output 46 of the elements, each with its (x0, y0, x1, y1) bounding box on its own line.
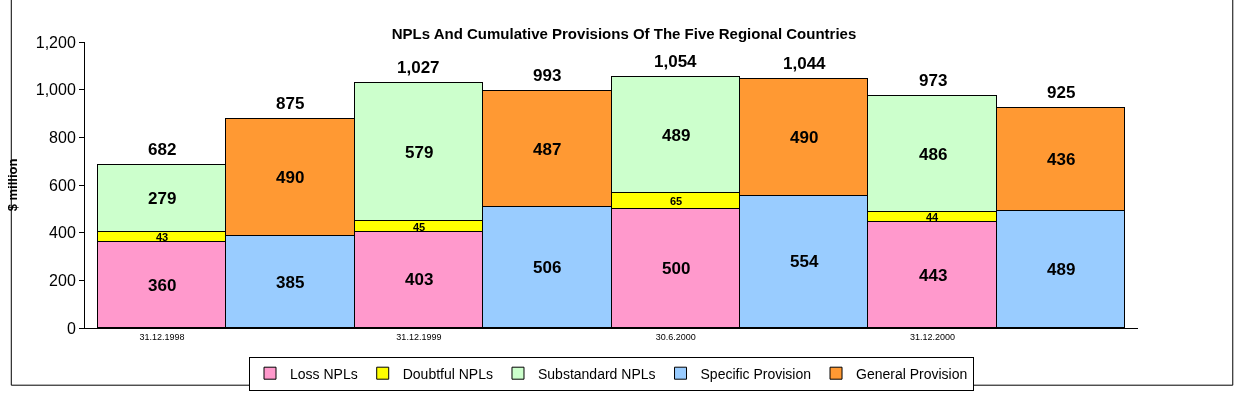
data-label: 489 (662, 126, 691, 145)
data-label: 500 (662, 259, 691, 278)
data-label: 490 (790, 128, 819, 147)
legend-label: Substandard NPLs (537, 365, 656, 382)
data-label: 554 (790, 252, 819, 271)
data-label: 45 (413, 221, 426, 233)
total-label: 1,044 (783, 54, 827, 73)
data-label: 65 (670, 195, 683, 207)
data-label: 43 (156, 231, 169, 243)
y-tick-label: 600 (49, 176, 76, 194)
total-label: 993 (533, 66, 562, 85)
y-tick-label: 1,000 (35, 81, 76, 99)
y-tick-label: 400 (49, 224, 76, 242)
y-tick-label: 1,200 (35, 33, 76, 51)
data-label: 443 (919, 266, 948, 285)
data-label: 506 (533, 258, 562, 277)
data-label: 487 (533, 140, 562, 159)
y-tick-label: 800 (49, 128, 76, 146)
total-label: 1,027 (397, 58, 440, 77)
x-tick-label: 30.6.2000 (655, 331, 696, 342)
data-label: 360 (148, 276, 177, 295)
data-label: 490 (276, 168, 305, 187)
data-label: 579 (405, 143, 434, 162)
total-label: 925 (1047, 83, 1076, 102)
legend-label: General Provision (856, 365, 968, 382)
total-label: 973 (919, 71, 948, 90)
data-label: 403 (405, 270, 434, 289)
total-label: 682 (148, 140, 177, 159)
data-label: 279 (148, 189, 177, 208)
data-label: 486 (919, 145, 948, 164)
y-axis-title: $ million (4, 158, 20, 212)
legend-label: Loss NPLs (290, 365, 358, 382)
data-label: 44 (926, 211, 940, 223)
y-tick-label: 0 (66, 319, 76, 337)
x-tick-label: 31.12.1998 (139, 331, 185, 342)
chart-title: NPLs And Cumulative Provisions Of The Five Regional Countries (391, 24, 857, 42)
legend-label: Specific Provision (700, 365, 812, 382)
data-label: 385 (276, 273, 305, 292)
total-label: 875 (276, 94, 305, 113)
data-label: 436 (1047, 150, 1076, 169)
x-tick-label: 31.12.1999 (396, 331, 442, 342)
x-tick-label: 31.12.2000 (910, 331, 956, 342)
total-label: 1,054 (654, 52, 698, 71)
y-tick-label: 200 (49, 271, 76, 289)
data-label: 489 (1047, 260, 1076, 279)
legend-label: Doubtful NPLs (402, 365, 493, 382)
